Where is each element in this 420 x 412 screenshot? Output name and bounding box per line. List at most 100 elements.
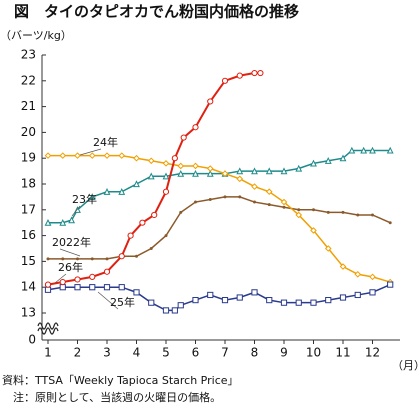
marker — [162, 188, 170, 195]
x-tick-label: 6 — [192, 346, 200, 360]
marker — [297, 208, 301, 212]
label-leader — [79, 148, 102, 156]
y-tick-label: 21 — [21, 99, 36, 113]
marker — [192, 162, 199, 170]
y-tick-label: 16 — [21, 228, 36, 242]
marker — [177, 302, 184, 309]
series-line — [48, 149, 391, 224]
marker — [151, 211, 158, 219]
marker — [88, 152, 96, 159]
marker — [118, 284, 125, 291]
marker — [310, 299, 317, 306]
marker — [236, 72, 243, 79]
marker — [371, 213, 374, 217]
marker — [139, 219, 146, 226]
marker — [236, 294, 243, 301]
label-leader — [54, 273, 67, 284]
marker — [59, 278, 66, 286]
marker — [59, 218, 67, 226]
x-tick-label: 4 — [133, 346, 141, 360]
marker — [295, 164, 303, 172]
marker — [44, 286, 52, 293]
marker — [223, 195, 227, 199]
marker — [326, 210, 330, 214]
marker — [194, 200, 197, 204]
marker — [44, 281, 52, 288]
marker — [135, 254, 138, 258]
marker — [118, 253, 125, 260]
marker — [280, 198, 288, 206]
marker — [251, 167, 258, 175]
x-tick-label: 7 — [221, 346, 229, 360]
marker — [103, 152, 111, 159]
marker — [339, 263, 347, 270]
chart-title: 図 タイのタピオカでん粉国内価格の推移 — [14, 3, 299, 21]
marker — [369, 146, 376, 154]
series-label: 23年 — [72, 192, 97, 206]
marker — [103, 284, 111, 291]
marker — [253, 200, 256, 204]
marker — [238, 195, 242, 199]
x-axis-label: （月） — [392, 359, 420, 372]
y-tick-label: 15 — [21, 254, 36, 268]
y-axis-label: （バーツ/kg） — [0, 29, 72, 42]
series-line — [48, 154, 391, 283]
marker — [74, 284, 81, 291]
marker — [147, 172, 155, 180]
x-tick-label: 10 — [306, 346, 321, 360]
marker — [171, 307, 178, 314]
marker — [179, 210, 183, 214]
marker — [118, 152, 126, 159]
marker — [118, 188, 126, 195]
marker — [310, 159, 317, 167]
marker — [177, 162, 185, 170]
marker — [74, 152, 81, 159]
marker — [74, 276, 81, 283]
marker — [133, 154, 140, 162]
marker — [207, 98, 214, 105]
x-tick-label: 1 — [44, 346, 52, 360]
marker — [44, 218, 52, 226]
marker — [387, 281, 394, 288]
marker — [59, 152, 67, 159]
y-tick-label: 23 — [21, 48, 36, 62]
marker — [267, 203, 271, 207]
marker — [324, 245, 332, 252]
series-line — [48, 196, 391, 260]
marker — [88, 193, 96, 200]
marker — [44, 152, 52, 159]
marker — [61, 257, 65, 261]
footnote: 注：原則として、当該週の火曜日の価格。 — [2, 390, 221, 404]
marker — [295, 299, 302, 306]
marker — [180, 134, 187, 141]
marker — [89, 284, 96, 291]
marker — [257, 69, 264, 77]
axis-break — [37, 322, 59, 335]
x-tick-label: 8 — [251, 346, 259, 360]
y-tick-label: 13 — [21, 306, 36, 320]
marker — [266, 297, 273, 304]
marker — [206, 169, 214, 177]
x-tick-label: 3 — [103, 346, 111, 360]
marker — [280, 299, 288, 306]
marker — [251, 69, 258, 77]
y-tick-label: 18 — [21, 177, 36, 191]
marker — [192, 169, 199, 177]
x-tick-label: 12 — [365, 346, 380, 360]
marker — [103, 268, 111, 275]
x-tick-label: 11 — [335, 346, 350, 360]
marker — [148, 299, 155, 306]
marker — [324, 157, 332, 164]
marker — [103, 188, 111, 195]
marker — [354, 291, 361, 299]
marker — [339, 294, 347, 301]
marker — [147, 157, 155, 165]
series-line — [47, 283, 391, 312]
marker — [192, 297, 199, 304]
marker — [177, 169, 185, 177]
marker — [221, 77, 229, 84]
marker — [46, 257, 50, 261]
marker — [127, 232, 134, 239]
